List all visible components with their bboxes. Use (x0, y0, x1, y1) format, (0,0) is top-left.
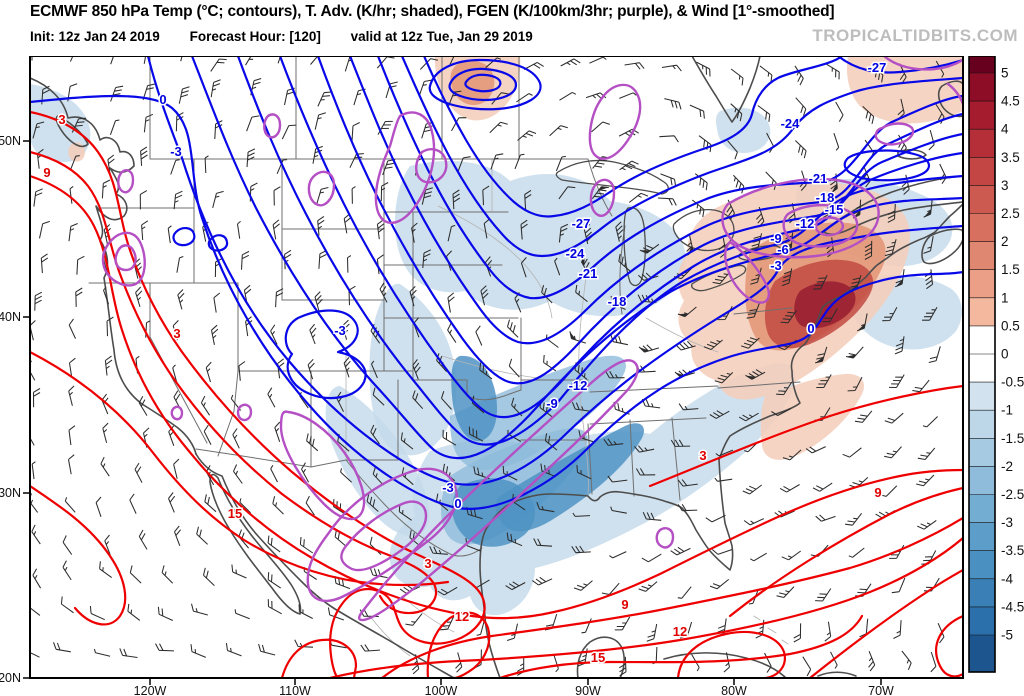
lat-label: 50N (0, 134, 21, 148)
svg-text:-6: -6 (777, 242, 789, 257)
lakes (555, 159, 782, 292)
forecast-hour: Forecast Hour: [120] (189, 29, 321, 44)
fgen-contours-purple (101, 56, 963, 622)
svg-text:0: 0 (454, 496, 461, 511)
lon-label: 110W (279, 684, 311, 696)
temp-contours-red (30, 110, 963, 678)
svg-text:-3: -3 (770, 258, 782, 273)
lon-label: 80W (721, 684, 747, 696)
svg-text:9: 9 (43, 165, 50, 180)
colorbar-tick-label: -1 (1001, 403, 1013, 418)
svg-text:-3: -3 (334, 323, 346, 338)
weather-map: 0-3-3-30-27-24-21-18-12-9-21-18-15-12-9-… (0, 56, 1024, 696)
svg-text:9: 9 (874, 485, 881, 500)
svg-text:15: 15 (228, 506, 242, 521)
svg-text:-12: -12 (796, 216, 815, 231)
svg-text:-3: -3 (170, 144, 182, 159)
svg-text:-18: -18 (608, 294, 627, 309)
colorbar-tick-label: -4 (1001, 571, 1013, 586)
svg-text:-21: -21 (579, 266, 598, 281)
svg-text:-24: -24 (566, 246, 586, 261)
lon-label: 100W (425, 684, 458, 696)
contour-labels: 0-3-3-30-27-24-21-18-12-9-21-18-15-12-9-… (42, 59, 888, 667)
svg-text:12: 12 (673, 624, 687, 639)
lat-label: 40N (0, 310, 21, 324)
page-title: ECMWF 850 hPa Temp (°C; contours), T. Ad… (30, 3, 835, 20)
svg-text:-27: -27 (572, 216, 591, 231)
colorbar-tick-label: -3.5 (1001, 543, 1024, 558)
colorbar-tick-label: 4.5 (1001, 94, 1020, 109)
colorbar-tick-label: 3.5 (1001, 150, 1020, 165)
svg-text:-24: -24 (781, 116, 801, 131)
map-frame (29, 56, 964, 679)
lon-label: 90W (575, 684, 601, 696)
colorbar-tick-label: 4 (1001, 122, 1009, 137)
wind-barbs-layer (30, 56, 947, 677)
colorbar-tick-label: 2 (1001, 234, 1009, 249)
svg-text:-27: -27 (868, 60, 887, 75)
run-info: Init: 12z Jan 24 2019 Forecast Hour: [12… (30, 29, 559, 44)
colorbar-tick-label: -4.5 (1001, 599, 1024, 614)
lon-label: 120W (134, 684, 167, 696)
colorbar: 5 4.5 4 3.5 3 2.5 2 1.5 1 0.5 0 -0.5 -1 -1.5 -2 -2.5 -3 -… (968, 56, 1024, 673)
svg-text:0: 0 (159, 92, 166, 107)
colorbar-tick-label: 5 (1001, 66, 1009, 81)
svg-text:-3: -3 (442, 480, 454, 495)
colorbar-tick-label: 0.5 (1001, 318, 1020, 333)
svg-text:-9: -9 (770, 231, 782, 246)
init-time: Init: 12z Jan 24 2019 (30, 29, 160, 44)
colorbar-tick-label: -2.5 (1001, 487, 1024, 502)
svg-text:-15: -15 (825, 202, 844, 217)
svg-text:3: 3 (58, 112, 65, 127)
svg-text:0: 0 (807, 321, 814, 336)
colorbar-tick-label: 3 (1001, 178, 1009, 193)
colorbar-tick-label: 0 (1001, 347, 1009, 362)
temp-contours-blue (30, 56, 963, 510)
valid-time: valid at 12z Tue, Jan 29 2019 (350, 29, 533, 44)
lon-label: 70W (868, 684, 894, 696)
svg-text:3: 3 (424, 556, 431, 571)
colorbar-tick-label: -0.5 (1001, 375, 1024, 390)
svg-text:-18: -18 (816, 190, 835, 205)
lat-label: 20N (0, 671, 21, 685)
svg-text:-9: -9 (546, 396, 558, 411)
axes: 50N 40N 30N 20N 120W 110W 100W 90W 80W 70W (0, 134, 894, 696)
colorbar-tick-label: 1 (1001, 290, 1009, 305)
svg-text:3: 3 (173, 326, 180, 341)
svg-text:-21: -21 (809, 171, 828, 186)
lat-label: 30N (0, 486, 21, 500)
colorbar-tick-label: -2 (1001, 459, 1013, 474)
cold-adv-dark (451, 355, 645, 547)
watermark: TROPICALTIDBITS.COM (812, 26, 1018, 45)
colorbar-tick-label: -3 (1001, 515, 1013, 530)
svg-text:12: 12 (455, 609, 469, 624)
colorbar-tick-label: 1.5 (1001, 262, 1020, 277)
colorbar-tick-label: -1.5 (1001, 431, 1024, 446)
svg-text:3: 3 (699, 448, 706, 463)
map-layers: 0-3-3-30-27-24-21-18-12-9-21-18-15-12-9-… (30, 56, 963, 678)
svg-text:9: 9 (621, 597, 628, 612)
svg-text:15: 15 (591, 650, 605, 665)
colorbar-tick-label: 2.5 (1001, 206, 1020, 221)
colorbar-tick-label: -5 (1001, 628, 1013, 643)
svg-text:-12: -12 (569, 378, 588, 393)
